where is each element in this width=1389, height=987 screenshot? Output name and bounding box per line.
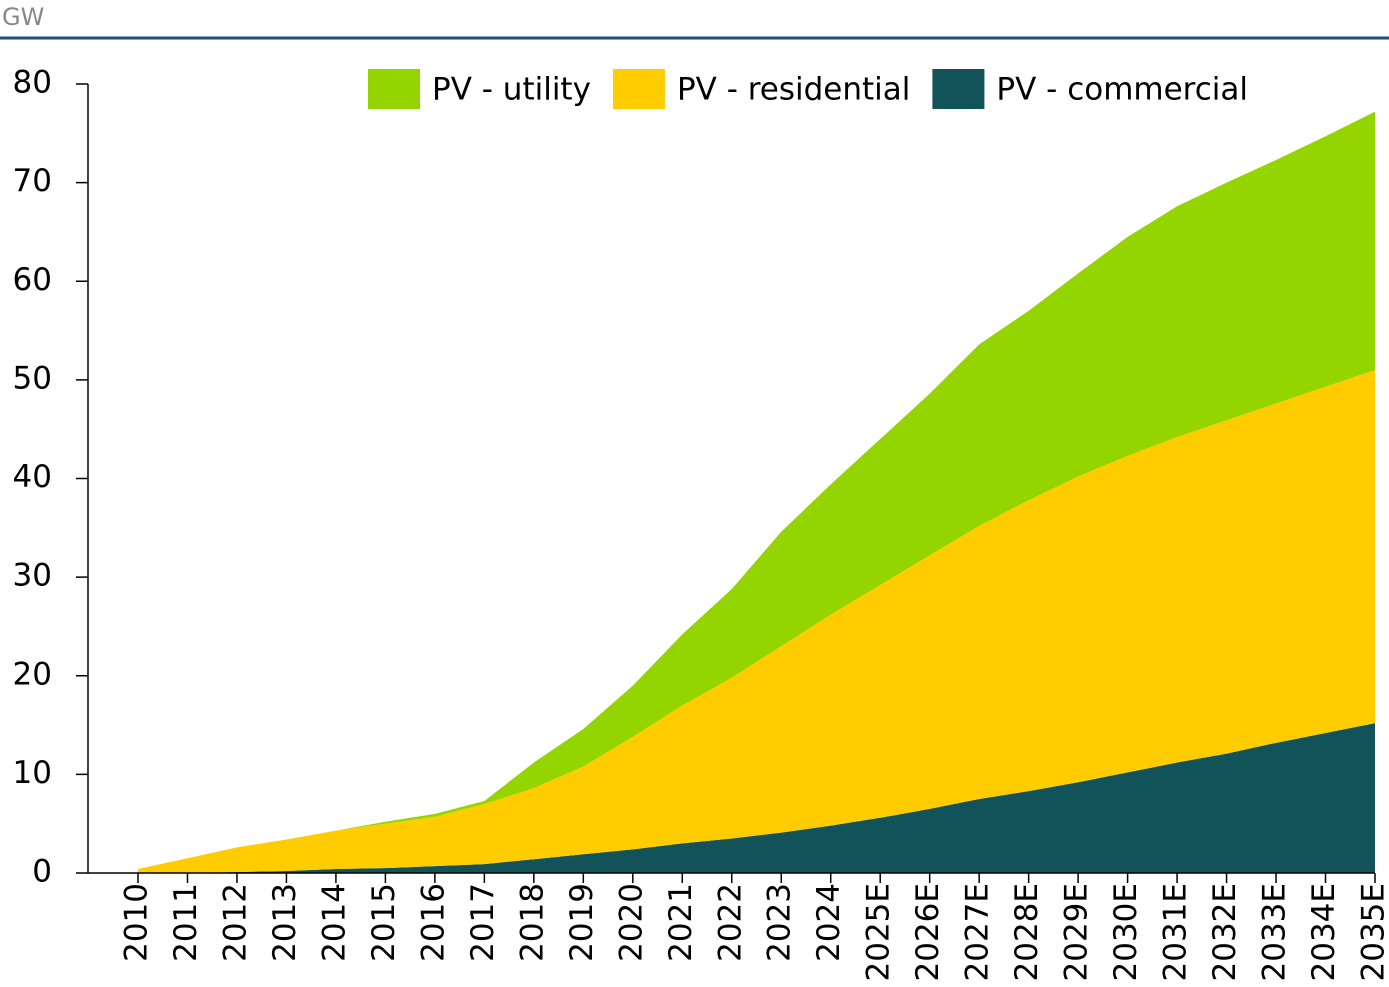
- legend-label: PV - utility: [432, 72, 591, 108]
- legend-swatch: [612, 69, 665, 109]
- x-tick-label: 2035E: [1356, 883, 1389, 981]
- legend-swatch: [368, 69, 420, 109]
- unit-label: GW: [2, 3, 44, 31]
- y-tick-label: 70: [13, 163, 52, 199]
- x-tick-label: 2031E: [1158, 883, 1194, 981]
- y-tick-label: 40: [13, 459, 52, 495]
- x-tick-label: 2018: [514, 883, 550, 962]
- y-tick-label: 10: [13, 755, 52, 791]
- x-tick-label: 2026E: [910, 883, 946, 981]
- x-tick-label: 2016: [415, 883, 451, 962]
- x-tick-label: 2010: [119, 883, 155, 962]
- x-tick-label: 2023: [762, 883, 798, 962]
- x-tick-label: 2017: [465, 883, 501, 962]
- x-tick-label: 2012: [217, 883, 253, 962]
- x-tick-label: 2034E: [1306, 883, 1342, 981]
- y-tick-label: 50: [13, 360, 52, 396]
- x-tick-label: 2021: [663, 883, 699, 962]
- x-tick-label: 2020: [613, 883, 649, 962]
- x-tick-label: 2030E: [1108, 883, 1144, 981]
- x-tick-label: 2011: [168, 883, 204, 962]
- x-tick-label: 2014: [316, 883, 352, 962]
- x-tick-label: 2015: [366, 883, 402, 962]
- y-tick-label: 30: [13, 558, 52, 594]
- x-tick-label: 2013: [267, 883, 303, 962]
- area: [138, 370, 1375, 873]
- x-tick-label: 2025E: [861, 883, 897, 981]
- x-tick-label: 2033E: [1257, 883, 1293, 981]
- area: [138, 723, 1375, 873]
- y-tick-label: 0: [32, 854, 52, 890]
- y-tick-label: 60: [13, 262, 52, 298]
- x-tick-label: 2019: [564, 883, 600, 962]
- y-tick-label: 20: [13, 656, 52, 692]
- x-tick-label: 2032E: [1207, 883, 1243, 981]
- x-tick-label: 2022: [712, 883, 748, 962]
- x-tick-label: 2027E: [960, 883, 996, 981]
- x-tick-label: 2029E: [1059, 883, 1095, 981]
- legend-swatch: [932, 69, 985, 109]
- x-tick-label: 2028E: [1009, 883, 1045, 981]
- area: [138, 111, 1375, 870]
- legend-label: PV - residential: [677, 72, 910, 108]
- y-tick-label: 80: [13, 65, 52, 101]
- x-tick-label: 2024: [811, 883, 847, 962]
- legend-label: PV - commercial: [996, 72, 1248, 108]
